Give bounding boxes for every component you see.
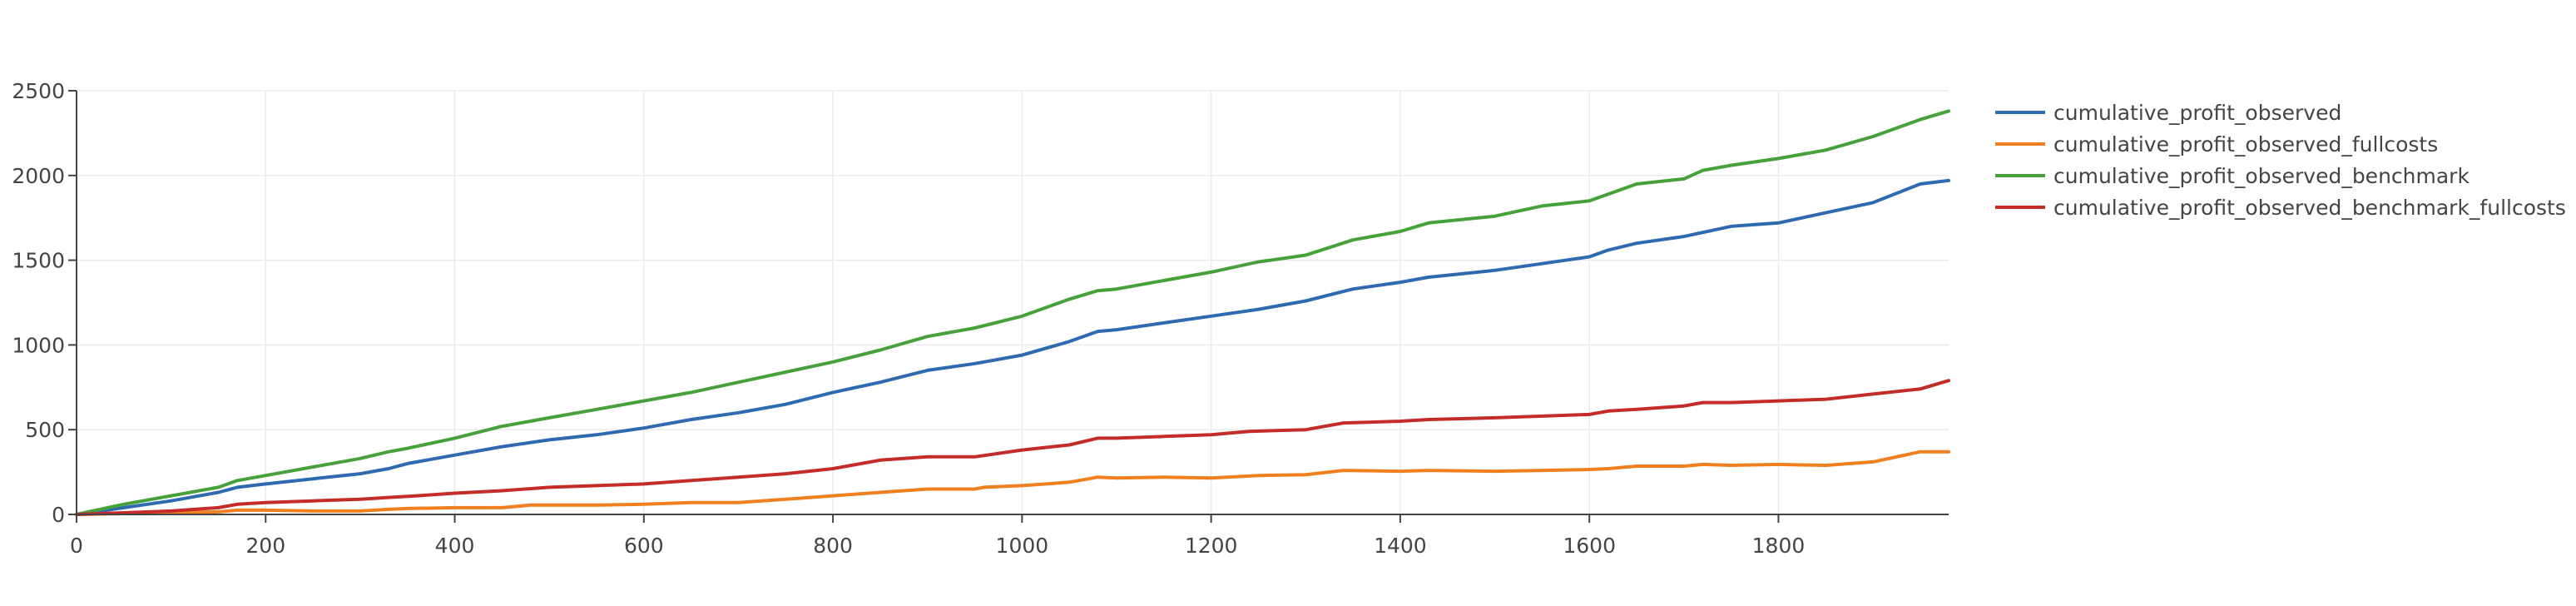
x-tick-label: 1800	[1752, 534, 1806, 558]
y-tick-label: 0	[52, 503, 65, 527]
legend-label: cumulative_profit_observed_benchmark_ful…	[2053, 196, 2566, 220]
x-tick-label: 0	[70, 534, 83, 558]
legend-item-1[interactable]: cumulative_profit_observed_fullcosts	[1995, 132, 2438, 156]
x-tick-label: 1000	[996, 534, 1049, 558]
x-tick-label: 600	[624, 534, 664, 558]
legend-label: cumulative_profit_observed_fullcosts	[2053, 132, 2438, 156]
x-tick-label: 1400	[1374, 534, 1427, 558]
y-tick-label: 2500	[12, 79, 65, 103]
grid-lines	[77, 90, 1949, 514]
y-tick-label: 1000	[12, 333, 65, 357]
legend-item-3[interactable]: cumulative_profit_observed_benchmark_ful…	[1995, 196, 2566, 220]
legend-item-2[interactable]: cumulative_profit_observed_benchmark	[1995, 164, 2469, 188]
legend: cumulative_profit_observed cumulative_pro…	[1995, 101, 2566, 220]
y-tick-label: 2000	[12, 164, 65, 188]
legend-label: cumulative_profit_observed	[2053, 101, 2341, 125]
x-tick-label: 1200	[1185, 534, 1238, 558]
axes: 0 200 400 600 800 1000 1200 1400 1600 1800 0 500 100…	[12, 79, 1949, 558]
legend-label: cumulative_profit_observed_benchmark	[2053, 164, 2469, 188]
legend-item-0[interactable]: cumulative_profit_observed	[1995, 101, 2341, 125]
x-tick-label: 200	[245, 534, 285, 558]
x-tick-label: 800	[813, 534, 853, 558]
x-tick-label: 400	[435, 534, 475, 558]
series-line-2	[75, 109, 1950, 516]
series-line-1	[75, 450, 1950, 516]
series-lines	[75, 109, 1950, 516]
series-line-3	[75, 379, 1950, 516]
y-tick-label: 500	[25, 418, 65, 442]
series-line-0	[75, 178, 1950, 516]
x-tick-label: 1600	[1563, 534, 1616, 558]
y-tick-label: 1500	[12, 249, 65, 273]
